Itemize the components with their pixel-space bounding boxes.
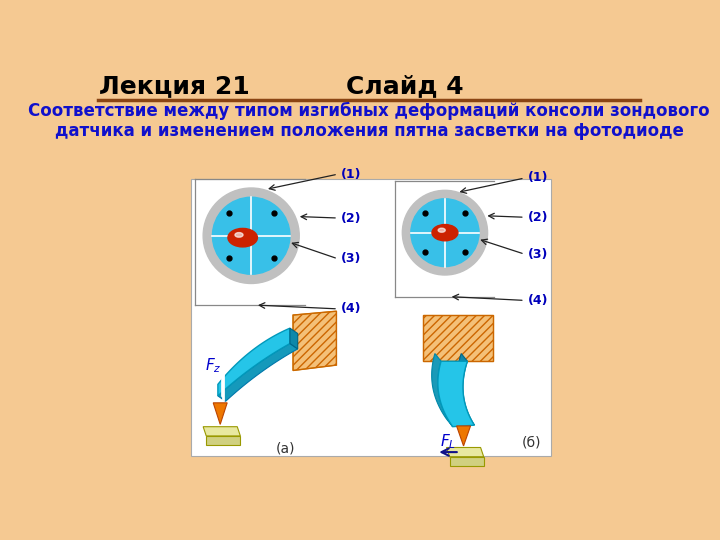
Polygon shape bbox=[432, 354, 453, 427]
Ellipse shape bbox=[438, 228, 445, 232]
Polygon shape bbox=[290, 328, 297, 349]
Text: (б): (б) bbox=[522, 435, 541, 449]
Text: (1): (1) bbox=[341, 167, 361, 181]
Polygon shape bbox=[218, 343, 297, 401]
Text: Соответствие между типом изгибных деформаций консоли зондового
датчика и изменен: Соответствие между типом изгибных деформ… bbox=[28, 102, 710, 140]
Circle shape bbox=[212, 197, 290, 274]
Circle shape bbox=[411, 199, 479, 267]
Bar bbox=[191, 179, 551, 456]
Polygon shape bbox=[423, 315, 493, 361]
Ellipse shape bbox=[432, 225, 458, 241]
Polygon shape bbox=[456, 354, 474, 425]
Polygon shape bbox=[293, 311, 336, 370]
Polygon shape bbox=[446, 448, 484, 457]
Circle shape bbox=[203, 188, 300, 284]
Text: $\mathit{F_z}$: $\mathit{F_z}$ bbox=[205, 356, 222, 375]
Circle shape bbox=[402, 190, 487, 275]
Text: (2): (2) bbox=[528, 211, 549, 224]
Ellipse shape bbox=[235, 233, 243, 237]
Polygon shape bbox=[206, 436, 240, 445]
Polygon shape bbox=[438, 361, 474, 427]
Text: (а): (а) bbox=[276, 441, 295, 455]
Ellipse shape bbox=[228, 228, 258, 247]
Text: $\mathit{F_L}$: $\mathit{F_L}$ bbox=[439, 432, 456, 451]
Polygon shape bbox=[203, 427, 240, 436]
Text: (1): (1) bbox=[528, 172, 549, 185]
Text: (2): (2) bbox=[341, 212, 361, 225]
Polygon shape bbox=[213, 403, 228, 424]
Polygon shape bbox=[218, 328, 290, 396]
Text: (3): (3) bbox=[341, 252, 361, 265]
Text: (4): (4) bbox=[341, 302, 361, 315]
Text: Лекция 21: Лекция 21 bbox=[99, 75, 250, 98]
Text: (3): (3) bbox=[528, 248, 548, 261]
Polygon shape bbox=[456, 426, 471, 446]
Text: (4): (4) bbox=[528, 294, 549, 307]
Text: Слайд 4: Слайд 4 bbox=[346, 75, 464, 98]
Polygon shape bbox=[449, 457, 484, 466]
